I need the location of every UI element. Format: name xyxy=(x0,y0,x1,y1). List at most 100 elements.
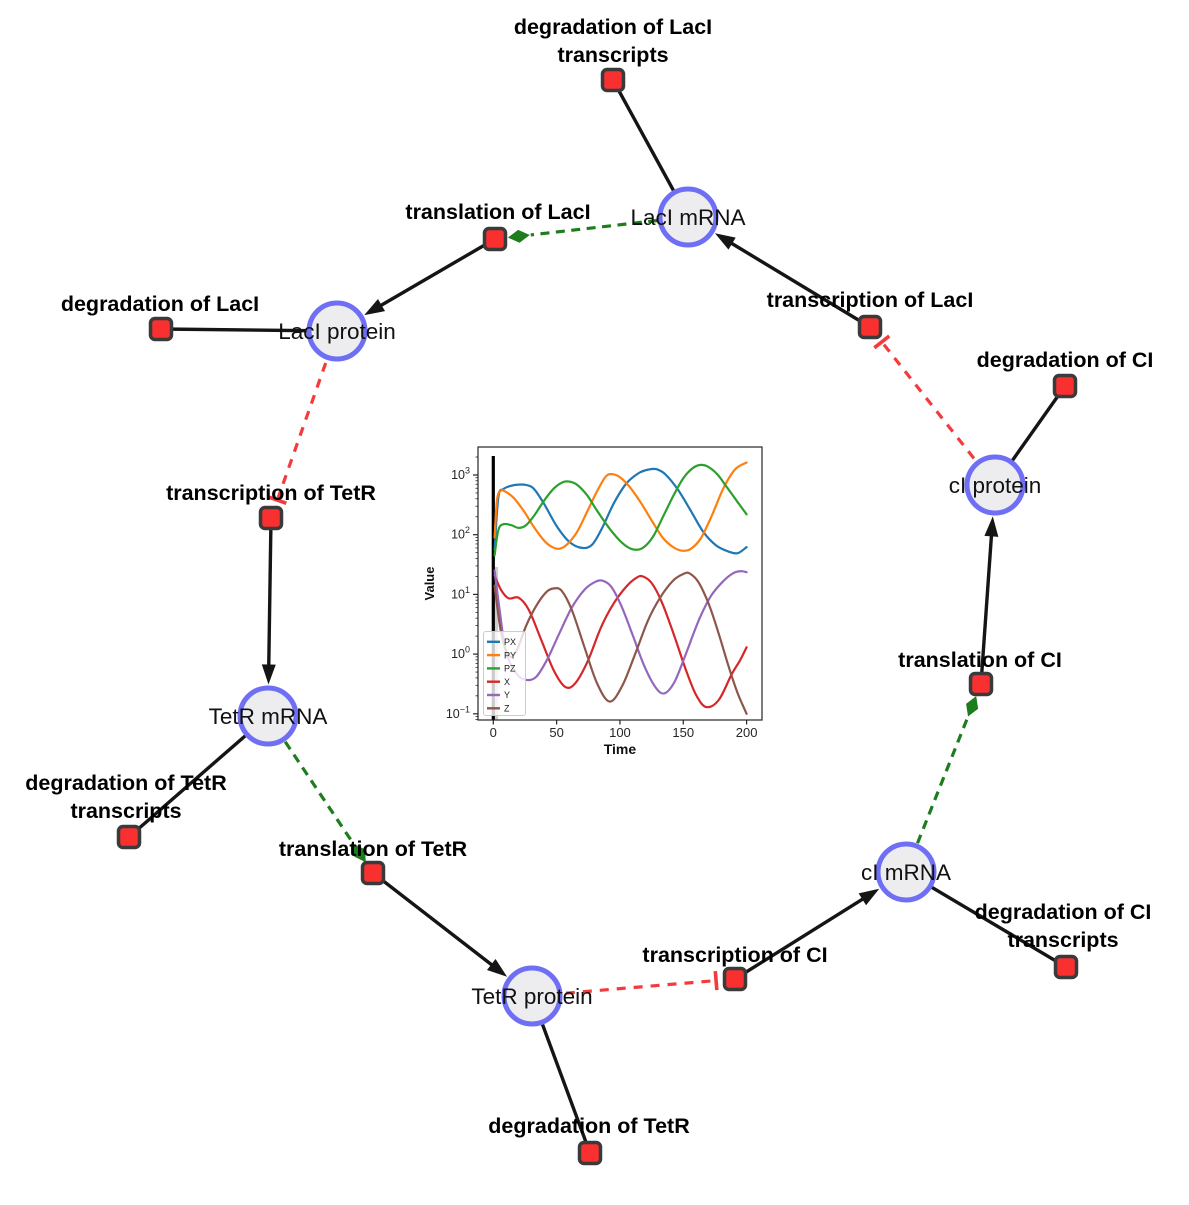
y-tick-label: 100 xyxy=(451,645,470,662)
legend-entry-PZ: PZ xyxy=(487,664,516,674)
reaction-transc_tetr: transcription of TetR xyxy=(166,481,376,531)
edge-inhibition-laci_protein-transc_tetr xyxy=(267,330,339,505)
arrowhead-icon xyxy=(486,958,508,977)
reaction-deg_tetr: degradation of TetR xyxy=(488,1114,690,1166)
edge-consumption-ci_mrna-deg_ci_tx xyxy=(905,870,1067,969)
reaction-label-transc_laci: transcription of LacI xyxy=(767,288,974,312)
legend-entry-Y: Y xyxy=(487,690,510,700)
reaction-node-deg_laci_tx[interactable] xyxy=(600,67,626,93)
legend-entry-PX: PX xyxy=(487,637,516,647)
edge-consumption-tetr_mrna-deg_tetr_tx xyxy=(127,714,270,839)
reaction-transl_ci: translation of CI xyxy=(898,648,1062,697)
reaction-node-deg_laci[interactable] xyxy=(148,316,174,342)
reaction-label-transc_ci: transcription of CI xyxy=(642,943,827,967)
species-tetr_protein: TetR protein xyxy=(471,965,593,1027)
species-node-ci_mrna[interactable] xyxy=(875,841,937,903)
reaction-layer: degradation of LacI transcripts translatio… xyxy=(25,15,1154,1166)
legend-label-PX: PX xyxy=(504,637,516,647)
arrowhead-icon xyxy=(364,299,386,316)
species-node-ci_protein[interactable] xyxy=(964,454,1026,516)
chart-series-PY xyxy=(493,461,748,552)
reaction-node-transc_tetr[interactable] xyxy=(258,505,284,531)
reaction-deg_ci_tx: degradation of CI transcripts xyxy=(975,900,1152,980)
species-node-laci_mrna[interactable] xyxy=(657,186,719,248)
edge-layer xyxy=(127,79,1067,1154)
reaction-transl_tetr: translation of TetR xyxy=(279,837,468,886)
legend-label-Y: Y xyxy=(504,690,510,700)
embedded-timeseries-chart: 0 50 100 150 200Time10−1100101102103ValuePXP… xyxy=(422,446,763,757)
reaction-node-transc_laci[interactable] xyxy=(857,314,883,340)
reaction-node-deg_tetr[interactable] xyxy=(577,1140,603,1166)
chart-series-Z xyxy=(493,571,748,715)
species-label-tetr_protein: TetR protein xyxy=(471,984,592,1009)
arrowhead-icon xyxy=(984,516,999,537)
chart-series-PX xyxy=(493,467,748,555)
edge-production-transl_laci-laci_protein xyxy=(364,237,496,316)
species-label-ci_protein: cI protein xyxy=(949,473,1042,498)
chart-x-axis: 0 50 100 150 200 Time xyxy=(490,720,758,757)
legend-entry-X: X xyxy=(487,677,510,687)
arrowhead-icon xyxy=(714,233,736,250)
y-tick-label: 102 xyxy=(451,525,470,542)
edge-production-transl_tetr-tetr_protein xyxy=(371,871,508,977)
edge-production-transc_tetr-tetr_mrna xyxy=(261,517,276,685)
chart-series-PZ xyxy=(493,463,748,557)
inhibition-tee-icon xyxy=(267,495,287,505)
reaction-transc_ci: transcription of CI xyxy=(642,943,828,992)
edge-catalysis-tetr_mrna-transl_tetr xyxy=(266,715,366,863)
y-tick-label: 10−1 xyxy=(446,704,470,721)
catalysis-diamond-icon xyxy=(507,229,530,243)
chart-y-axis: 10−1 100 101 102 103 Value xyxy=(422,456,478,721)
reaction-node-deg_tetr_tx[interactable] xyxy=(116,824,142,850)
x-tick-label: 100 xyxy=(609,725,631,740)
reaction-label-deg_tetr: degradation of TetR xyxy=(488,1114,690,1138)
species-label-laci_protein: LacI protein xyxy=(278,319,396,344)
reaction-transl_laci: translation of LacI xyxy=(405,200,591,252)
species-node-tetr_protein[interactable] xyxy=(501,965,563,1027)
species-label-laci_mrna: LacI mRNA xyxy=(630,205,745,230)
reaction-deg_laci: degradation of LacI xyxy=(61,292,259,342)
reaction-node-transl_ci[interactable] xyxy=(968,671,994,697)
catalysis-diamond-icon xyxy=(966,696,979,717)
reaction-label-deg_tetr_tx: degradation of TetR transcripts xyxy=(25,771,227,823)
reaction-label-deg_laci_tx: degradation of LacI transcripts xyxy=(514,15,712,67)
reaction-transc_laci: transcription of LacI xyxy=(767,288,974,340)
arrowhead-icon xyxy=(261,664,276,685)
legend-entry-Z: Z xyxy=(487,704,510,714)
reaction-node-transl_tetr[interactable] xyxy=(360,860,386,886)
edge-catalysis-laci_mrna-transl_laci xyxy=(507,215,689,243)
y-tick-label: 101 xyxy=(451,585,470,602)
x-tick-label: 50 xyxy=(549,725,563,740)
reaction-node-transl_laci[interactable] xyxy=(482,226,508,252)
species-laci_protein: LacI protein xyxy=(278,300,396,362)
reaction-label-transl_laci: translation of LacI xyxy=(405,200,590,224)
species-node-tetr_mrna[interactable] xyxy=(237,685,299,747)
chart-legend: PX PY PZ XYZ xyxy=(483,631,526,716)
x-tick-label: 0 xyxy=(490,725,497,740)
x-tick-label: 200 xyxy=(736,725,758,740)
reaction-node-deg_ci[interactable] xyxy=(1052,373,1078,399)
reaction-label-deg_ci_tx: degradation of CI transcripts xyxy=(975,900,1152,952)
species-laci_mrna: LacI mRNA xyxy=(630,186,746,248)
species-ci_mrna: cI mRNA xyxy=(861,841,951,903)
catalysis-diamond-icon xyxy=(353,843,366,863)
edge-catalysis-ci_mrna-transl_ci xyxy=(904,696,979,873)
species-ci_protein: cI protein xyxy=(949,454,1042,516)
reaction-deg_ci: degradation of CI xyxy=(977,348,1154,399)
edge-production-transl_ci-ci_protein xyxy=(979,516,999,685)
species-node-laci_protein[interactable] xyxy=(306,300,368,362)
x-axis-label: Time xyxy=(604,741,637,757)
edge-inhibition-ci_protein-transc_laci xyxy=(873,334,997,486)
reaction-node-transc_ci[interactable] xyxy=(722,966,748,992)
arrowhead-icon xyxy=(858,888,880,906)
x-tick-label: 150 xyxy=(672,725,694,740)
chart-series-X xyxy=(493,574,748,709)
inhibition-tee-icon xyxy=(873,334,891,350)
edge-production-transc_laci-laci_mrna xyxy=(714,233,871,329)
species-tetr_mrna: TetR mRNA xyxy=(209,685,327,747)
reaction-deg_tetr_tx: degradation of TetR transcripts xyxy=(25,771,227,850)
reaction-node-deg_ci_tx[interactable] xyxy=(1053,954,1079,980)
reaction-label-deg_ci: degradation of CI xyxy=(977,348,1154,372)
